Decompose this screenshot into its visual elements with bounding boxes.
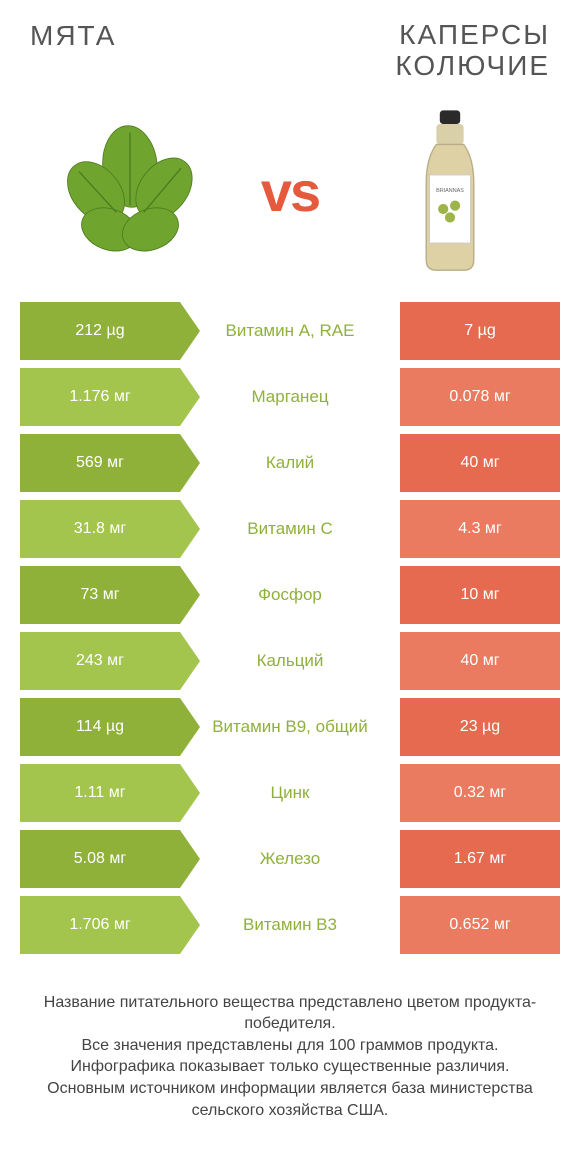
nutrient-label: Витамин B3 (180, 896, 400, 954)
value-left: 243 мг (20, 632, 180, 690)
table-row: 243 мгКальций40 мг (20, 632, 560, 690)
table-row: 212 µgВитамин A, RAE7 µg (20, 302, 560, 360)
mint-icon (45, 107, 215, 277)
value-left: 5.08 мг (20, 830, 180, 888)
images-row: vs BRIANNAS (0, 92, 580, 302)
capers-image: BRIANNAS (360, 102, 540, 282)
nutrient-label: Фосфор (180, 566, 400, 624)
mint-image (40, 102, 220, 282)
value-left: 1.11 мг (20, 764, 180, 822)
nutrient-label: Калий (180, 434, 400, 492)
vs-label: vs (261, 159, 319, 224)
table-row: 1.176 мгМарганец0.078 мг (20, 368, 560, 426)
value-left: 114 µg (20, 698, 180, 756)
footer-notes: Название питательного вещества представл… (0, 962, 580, 1122)
table-row: 5.08 мгЖелезо1.67 мг (20, 830, 560, 888)
value-right: 23 µg (400, 698, 560, 756)
table-row: 569 мгКалий40 мг (20, 434, 560, 492)
value-right: 40 мг (400, 632, 560, 690)
value-right: 1.67 мг (400, 830, 560, 888)
value-right: 0.32 мг (400, 764, 560, 822)
value-right: 4.3 мг (400, 500, 560, 558)
value-right: 7 µg (400, 302, 560, 360)
table-row: 1.706 мгВитамин B30.652 мг (20, 896, 560, 954)
value-right: 0.652 мг (400, 896, 560, 954)
bottle-icon: BRIANNAS (415, 107, 485, 277)
table-row: 1.11 мгЦинк0.32 мг (20, 764, 560, 822)
value-right: 40 мг (400, 434, 560, 492)
nutrient-label: Витамин B9, общий (180, 698, 400, 756)
nutrient-label: Витамин C (180, 500, 400, 558)
value-left: 569 мг (20, 434, 180, 492)
footer-line: Все значения представлены для 100 граммо… (30, 1035, 550, 1057)
value-right: 10 мг (400, 566, 560, 624)
footer-line: Инфографика показывает только существенн… (30, 1056, 550, 1078)
value-left: 31.8 мг (20, 500, 180, 558)
comparison-table: 212 µgВитамин A, RAE7 µg 1.176 мгМарганец… (20, 302, 560, 954)
value-left: 1.176 мг (20, 368, 180, 426)
footer-line: Основным источником информации является … (30, 1078, 550, 1121)
nutrient-label: Цинк (180, 764, 400, 822)
title-left: МЯТА (30, 20, 290, 52)
table-row: 31.8 мгВитамин C4.3 мг (20, 500, 560, 558)
value-right: 0.078 мг (400, 368, 560, 426)
nutrient-label: Кальций (180, 632, 400, 690)
header: МЯТА КАПЕРСЫ КОЛЮЧИЕ (0, 0, 580, 92)
nutrient-label: Железо (180, 830, 400, 888)
nutrient-label: Марганец (180, 368, 400, 426)
footer-line: Название питательного вещества представл… (30, 992, 550, 1035)
nutrient-label: Витамин A, RAE (180, 302, 400, 360)
title-right: КАПЕРСЫ КОЛЮЧИЕ (290, 20, 550, 82)
value-left: 73 мг (20, 566, 180, 624)
value-left: 212 µg (20, 302, 180, 360)
value-left: 1.706 мг (20, 896, 180, 954)
svg-text:BRIANNAS: BRIANNAS (436, 188, 464, 194)
table-row: 114 µgВитамин B9, общий23 µg (20, 698, 560, 756)
table-row: 73 мгФосфор10 мг (20, 566, 560, 624)
